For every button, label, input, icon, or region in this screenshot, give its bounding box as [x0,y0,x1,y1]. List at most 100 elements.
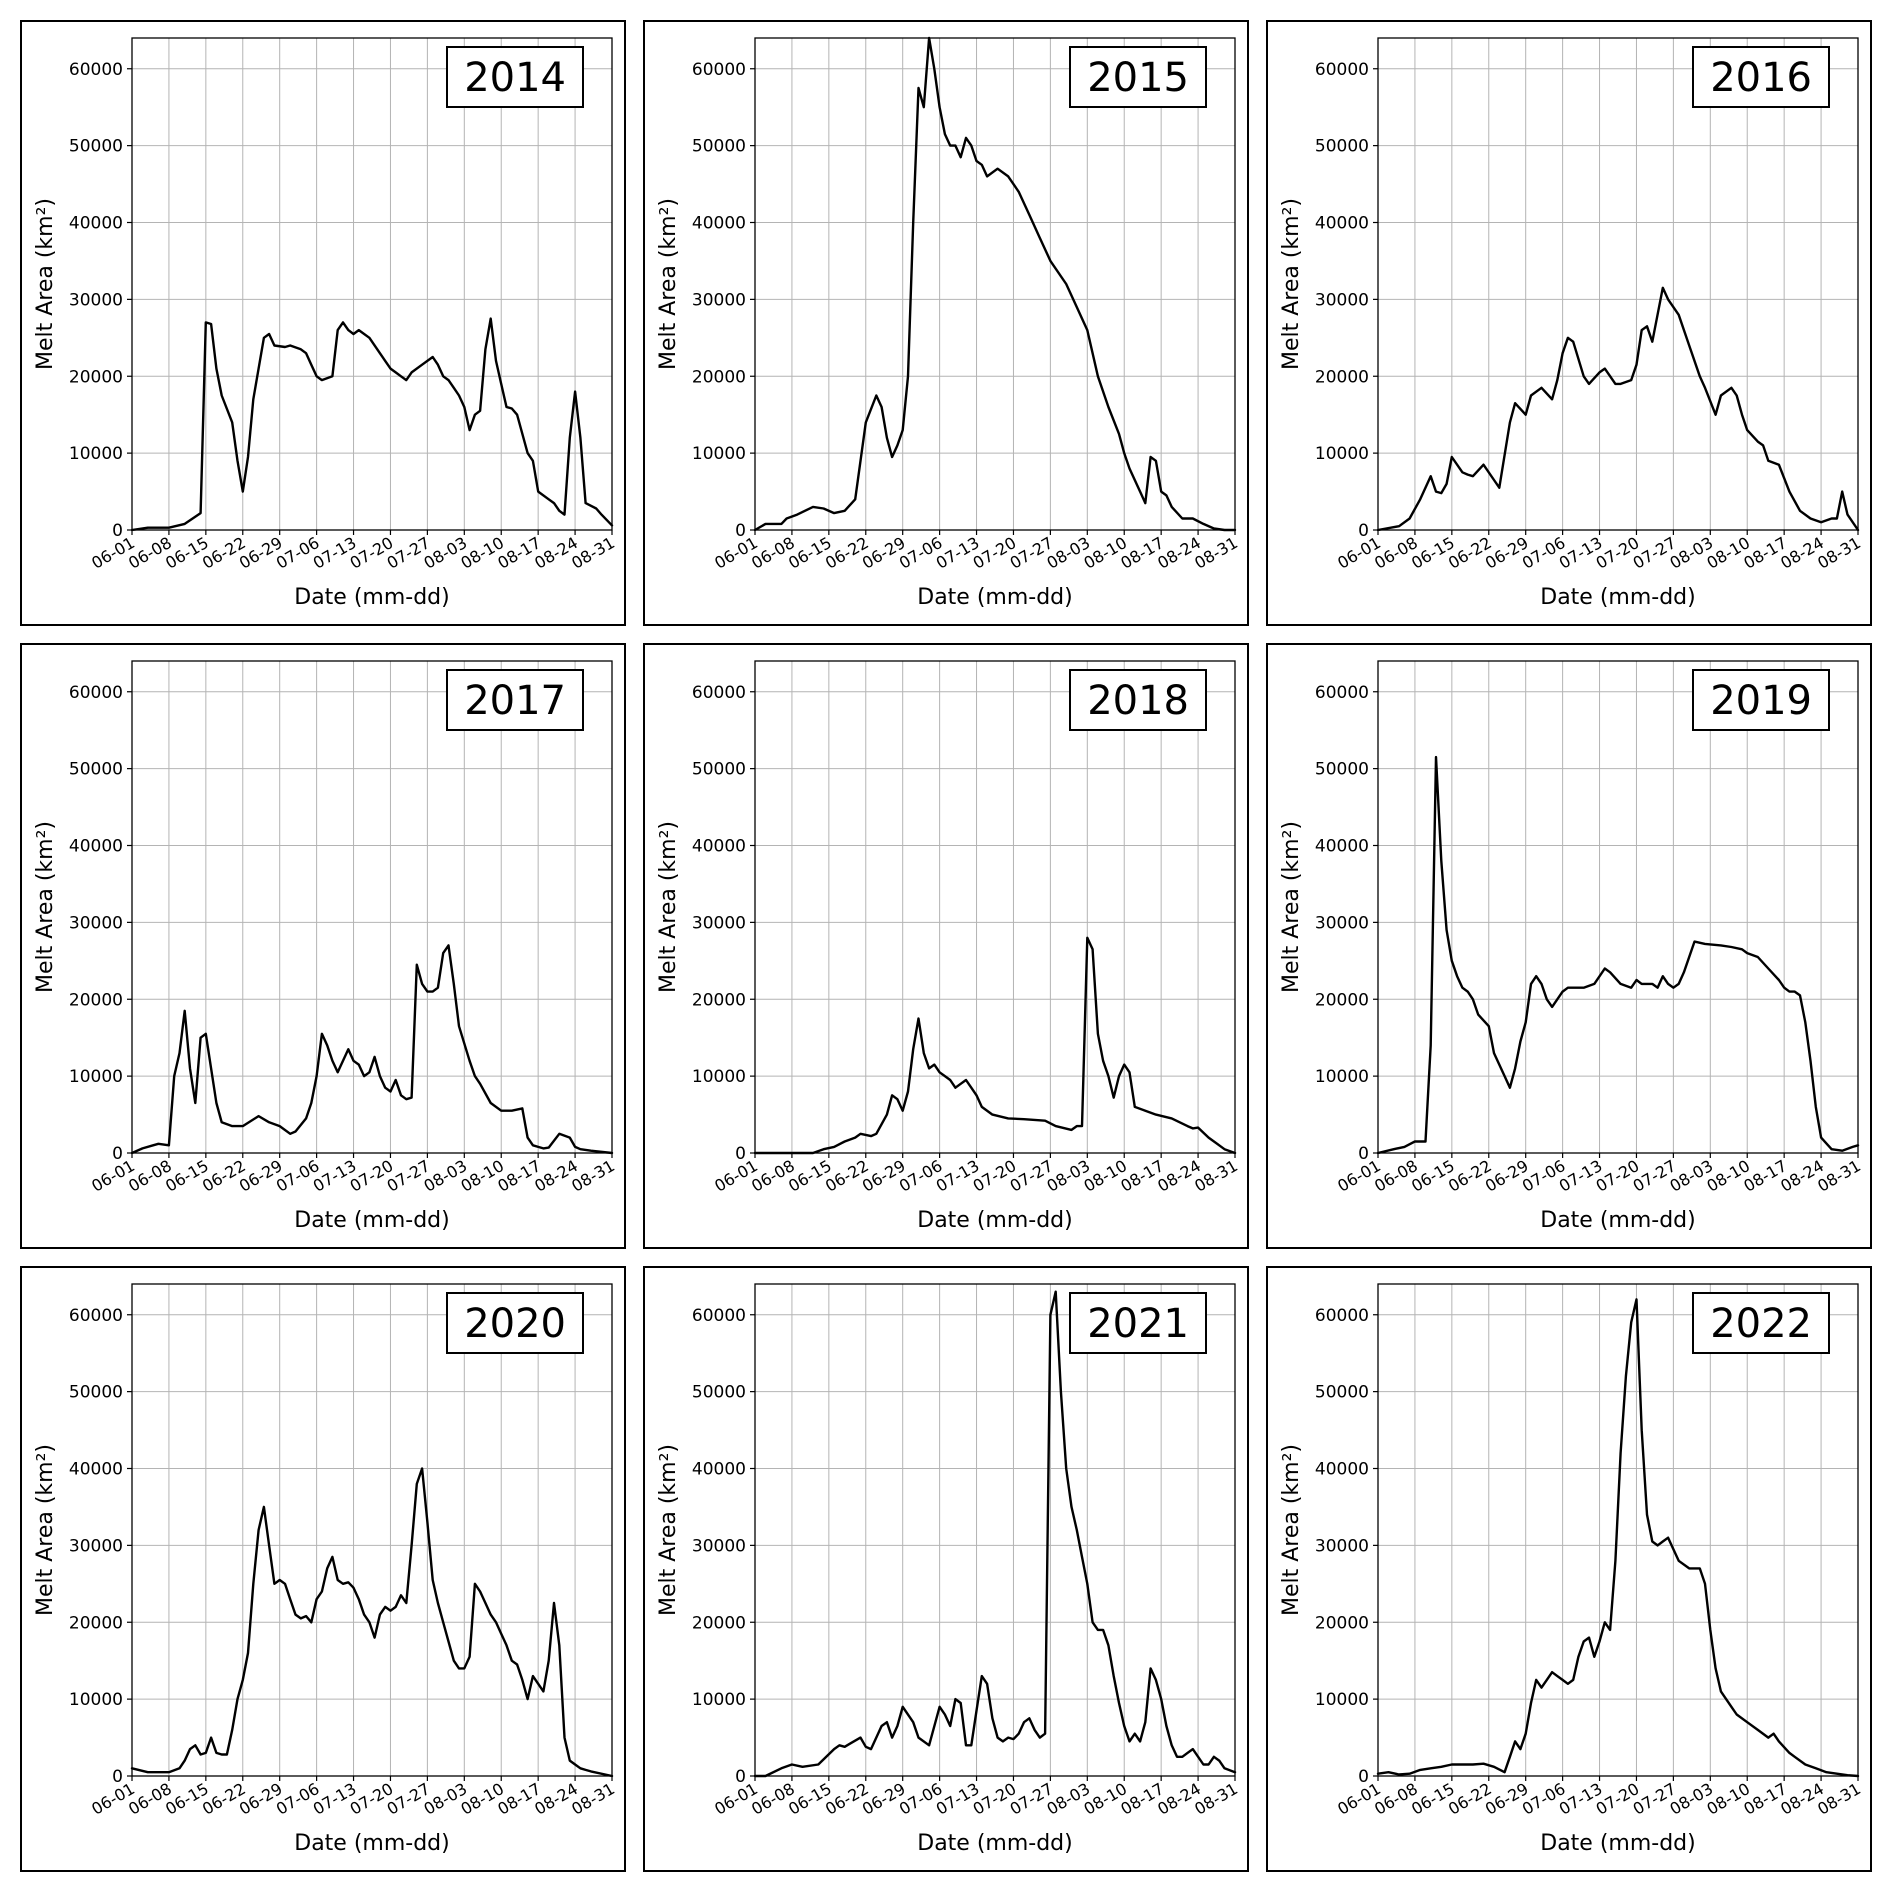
chart-panel: 06-01 06-08 06-15 06-22 06-29 07-06 07-13 07-20… [1266,1266,1872,1872]
y-tick-label: 20000 [69,1613,123,1633]
y-tick-label: 10000 [1315,1690,1369,1710]
melt-area-line [130,944,614,1155]
year-label-box: 2014 [446,46,584,108]
y-axis-label: Melt Area (km²) [33,1444,58,1616]
year-label-box: 2018 [1069,669,1207,731]
y-tick-label: 20000 [692,367,746,387]
melt-area-line [1376,286,1860,532]
chart-svg: 06-0106-0806-1506-2206-2907-0607-1307-20… [656,1283,1241,1856]
x-tick-label: 08-31 [1814,533,1864,573]
x-axis-label: Date (mm-dd) [1540,1831,1695,1856]
melt-area-line [753,936,1237,1155]
y-tick-label: 40000 [692,214,746,234]
x-axis-label: Date (mm-dd) [917,1208,1072,1233]
y-tick-label: 50000 [692,1383,746,1403]
y-tick-label: 50000 [69,760,123,780]
y-tick-label: 60000 [692,1306,746,1326]
chart-panel: 06-01 06-08 06-15 06-22 06-29 07-06 07-13 07-20… [20,1266,626,1872]
y-tick-label: 50000 [692,760,746,780]
chart-panel: 06-01 06-08 06-15 06-22 06-29 07-06 07-13 07-20… [643,20,1249,626]
y-tick-label: 40000 [69,214,123,234]
x-axis-label: Date (mm-dd) [294,1208,449,1233]
y-tick-label: 50000 [1315,1383,1369,1403]
y-tick-label: 40000 [692,1460,746,1480]
chart-panel: 06-01 06-08 06-15 06-22 06-29 07-06 07-13 07-20… [643,643,1249,1249]
x-axis-label: Date (mm-dd) [1540,585,1695,610]
y-axis-label: Melt Area (km²) [656,1444,681,1616]
y-axis-label: Melt Area (km²) [1279,821,1304,993]
y-tick-label: 40000 [1315,214,1369,234]
y-tick-label: 30000 [69,913,123,933]
plot-frame [754,660,1236,1154]
y-tick-label: 30000 [1315,913,1369,933]
plot-frame [1377,1283,1859,1777]
melt-area-line [1376,1298,1860,1778]
y-tick-label: 60000 [692,683,746,703]
year-label-box: 2016 [1692,46,1830,108]
x-tick-label: 08-31 [568,533,618,573]
y-tick-label: 60000 [692,60,746,80]
y-tick-label: 0 [735,1144,746,1164]
plot-frame [131,660,613,1154]
chart-panel: 06-01 06-08 06-15 06-22 06-29 07-06 07-13 07-20… [20,643,626,1249]
y-tick-label: 10000 [69,1690,123,1710]
chart-svg: 06-0106-0806-1506-2206-2907-0607-1307-20… [656,36,1241,610]
y-tick-label: 20000 [1315,990,1369,1010]
y-tick-label: 20000 [69,367,123,387]
x-tick-label: 08-31 [1814,1156,1864,1196]
melt-area-line [130,1467,614,1778]
year-label-box: 2019 [1692,669,1830,731]
y-axis-label: Melt Area (km²) [656,198,681,370]
y-tick-label: 60000 [69,1306,123,1326]
x-tick-label: 08-31 [1191,1779,1241,1819]
year-label-box: 2017 [446,669,584,731]
x-axis-label: Date (mm-dd) [294,1831,449,1856]
year-label-box: 2021 [1069,1292,1207,1354]
year-label-box: 2015 [1069,46,1207,108]
chart-svg: 06-0106-0806-1506-2206-2907-0607-1307-20… [33,660,618,1233]
y-tick-label: 10000 [69,444,123,464]
y-tick-label: 60000 [69,683,123,703]
y-tick-label: 50000 [69,137,123,157]
x-axis-label: Date (mm-dd) [917,1831,1072,1856]
y-tick-label: 0 [1358,521,1369,541]
plot-frame [1377,660,1859,1154]
y-axis-label: Melt Area (km²) [1279,198,1304,370]
y-tick-label: 20000 [692,990,746,1010]
y-tick-label: 30000 [692,290,746,310]
year-label-box: 2020 [446,1292,584,1354]
y-tick-label: 0 [735,1767,746,1787]
y-tick-label: 20000 [1315,367,1369,387]
y-tick-label: 40000 [69,1460,123,1480]
chart-panel: 06-01 06-08 06-15 06-22 06-29 07-06 07-13 07-20… [20,20,626,626]
chart-panel: 06-01 06-08 06-15 06-22 06-29 07-06 07-13 07-20… [1266,20,1872,626]
y-tick-label: 40000 [1315,1460,1369,1480]
y-tick-label: 60000 [1315,60,1369,80]
y-tick-label: 30000 [69,1536,123,1556]
y-tick-label: 60000 [1315,683,1369,703]
chart-svg: 06-0106-0806-1506-2206-2907-0607-1307-20… [656,660,1241,1233]
chart-svg: 06-0106-0806-1506-2206-2907-0607-1307-20… [1279,37,1864,610]
y-tick-label: 0 [112,521,123,541]
plot-frame [131,37,613,531]
x-tick-label: 08-31 [1814,1779,1864,1819]
x-tick-label: 08-31 [568,1156,618,1196]
y-tick-label: 10000 [692,1067,746,1087]
y-tick-label: 50000 [692,137,746,157]
chart-panel: 06-01 06-08 06-15 06-22 06-29 07-06 07-13 07-20… [643,1266,1249,1872]
plot-frame [131,1283,613,1777]
chart-svg: 06-0106-0806-1506-2206-2907-0607-1307-20… [1279,660,1864,1233]
y-axis-label: Melt Area (km²) [1279,1444,1304,1616]
y-tick-label: 0 [1358,1144,1369,1164]
x-tick-label: 08-31 [568,1779,618,1819]
y-tick-label: 50000 [69,1383,123,1403]
y-tick-label: 10000 [69,1067,123,1087]
x-tick-label: 08-31 [1191,533,1241,573]
melt-area-line [130,317,614,532]
melt-area-line [753,1290,1237,1778]
y-tick-label: 40000 [692,837,746,857]
y-tick-label: 10000 [692,1690,746,1710]
y-tick-label: 60000 [1315,1306,1369,1326]
chart-svg: 06-0106-0806-1506-2206-2907-0607-1307-20… [33,1283,618,1856]
